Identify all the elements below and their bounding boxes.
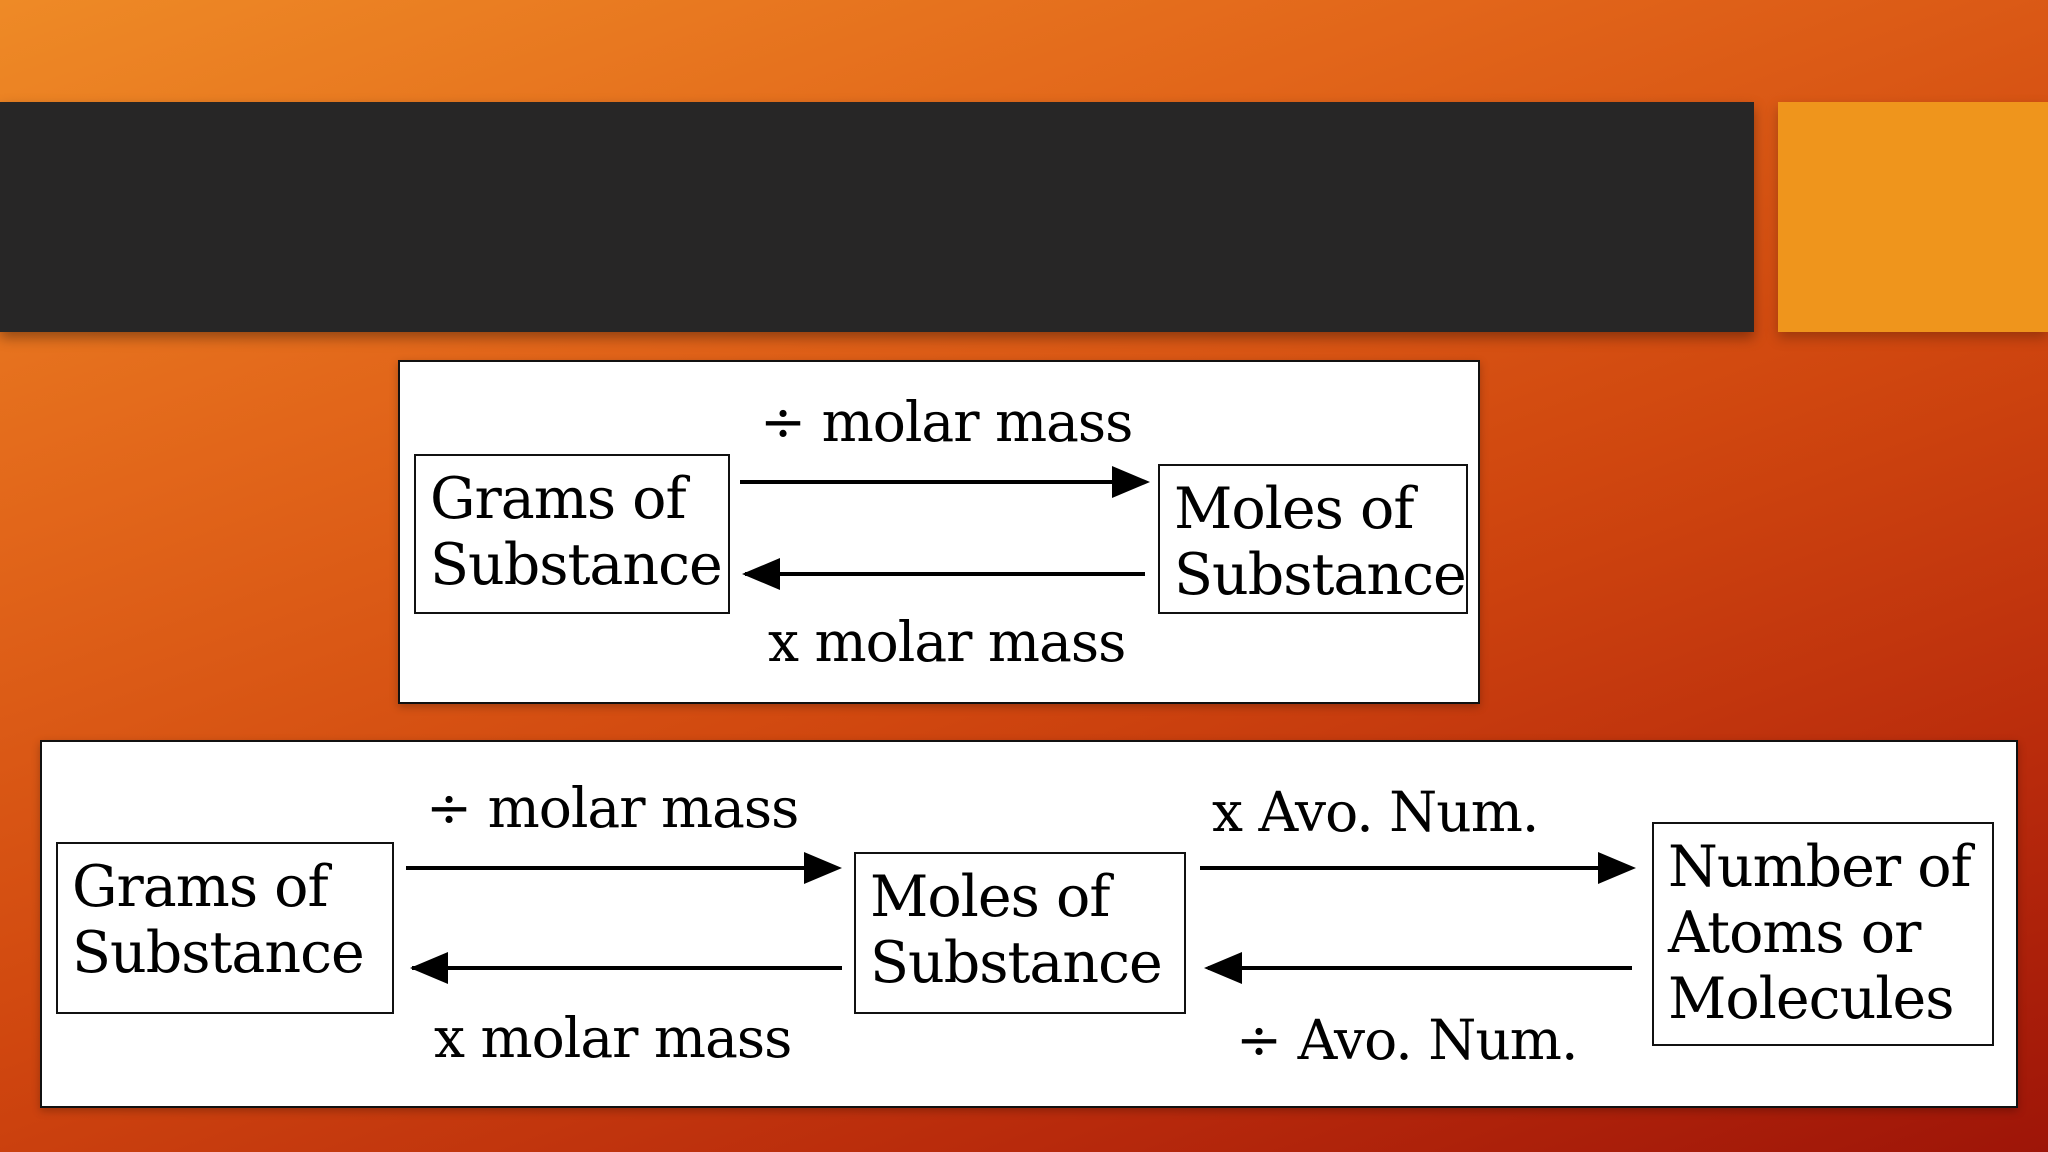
box-line: Substance bbox=[430, 532, 723, 598]
moles-of-substance-box: Moles of Substance bbox=[1158, 464, 1468, 614]
box-line: Grams of bbox=[72, 854, 329, 920]
grams-to-moles-label: ÷ molar mass bbox=[426, 776, 799, 840]
forward-arrow-label: ÷ molar mass bbox=[760, 390, 1133, 454]
box-line: Number of bbox=[1668, 834, 1972, 900]
box-line: Atoms or bbox=[1668, 900, 1921, 966]
moles-to-grams-label: x molar mass bbox=[434, 1006, 792, 1070]
box-line: Molecules bbox=[1668, 966, 1955, 1032]
moles-to-number-label: x Avo. Num. bbox=[1212, 780, 1539, 844]
top-arrows bbox=[740, 466, 1150, 590]
box-line: Moles of bbox=[1174, 476, 1414, 542]
grams-of-substance-box: Grams of Substance bbox=[414, 454, 730, 614]
moles-to-number-arrowhead bbox=[1598, 852, 1636, 884]
box-line: Moles of bbox=[870, 864, 1110, 930]
box-line: Grams of bbox=[430, 466, 687, 532]
number-of-atoms-box: Number of Atoms or Molecules bbox=[1652, 822, 1994, 1046]
backward-arrowhead bbox=[742, 558, 780, 590]
slide-title-bar bbox=[0, 102, 1754, 332]
box-line: Substance bbox=[72, 920, 365, 986]
grams-moles-atoms-diagram: Grams of Substance Moles of Substance Nu… bbox=[40, 740, 2018, 1108]
forward-arrowhead bbox=[1112, 466, 1150, 498]
grams-moles-diagram: Grams of Substance Moles of Substance ÷ … bbox=[398, 360, 1480, 704]
box-line: Substance bbox=[1174, 542, 1467, 608]
number-to-moles-arrowhead bbox=[1204, 952, 1242, 984]
grams-to-moles-arrowhead bbox=[804, 852, 842, 884]
backward-arrow-label: x molar mass bbox=[768, 610, 1126, 674]
accent-block bbox=[1778, 102, 2048, 332]
moles-of-substance-box: Moles of Substance bbox=[854, 852, 1186, 1014]
moles-to-grams-arrowhead bbox=[410, 952, 448, 984]
bottom-arrows bbox=[406, 852, 1636, 984]
number-to-moles-label: ÷ Avo. Num. bbox=[1236, 1008, 1578, 1072]
grams-of-substance-box: Grams of Substance bbox=[56, 842, 394, 1014]
box-line: Substance bbox=[870, 930, 1163, 996]
